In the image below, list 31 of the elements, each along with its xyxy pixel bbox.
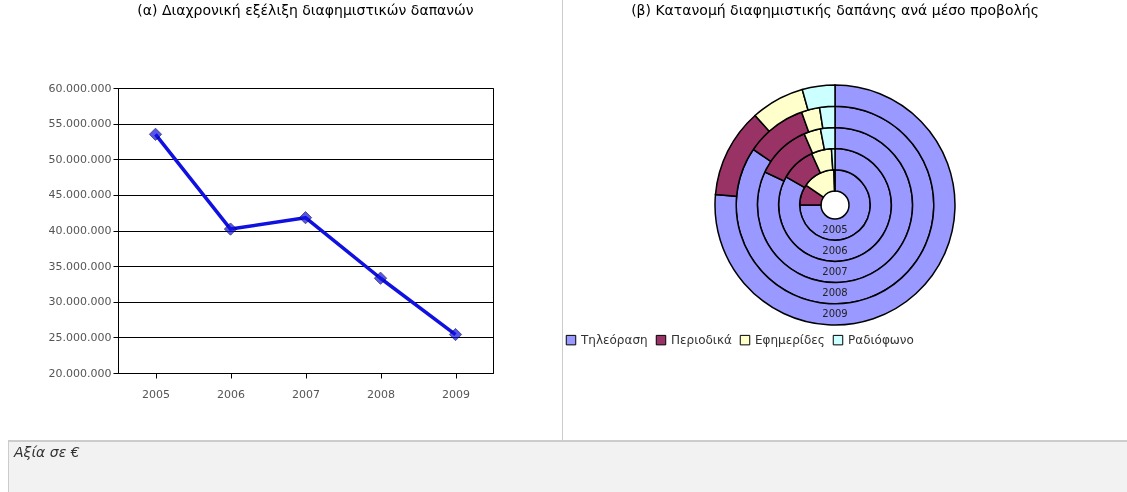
y-tick-label: 35.000.000 [48, 259, 112, 273]
slice-label: 2005 [822, 223, 848, 235]
slice-label: 2008 [822, 287, 848, 299]
y-tick-label: 55.000.000 [48, 117, 112, 131]
y-tick-label: 30.000.000 [48, 295, 112, 309]
y-tick-label: 20.000.000 [48, 366, 112, 380]
x-tick-label: 2009 [442, 387, 470, 401]
y-tick-label: 45.000.000 [48, 188, 112, 202]
y-tick-label: 25.000.000 [48, 330, 112, 344]
point [298, 211, 313, 225]
legend-label: Περιοδικά [671, 333, 732, 348]
legend-label: Τηλεόραση [580, 333, 648, 348]
text: Αξία σε € [14, 444, 80, 460]
point [448, 327, 463, 342]
x-tick-label: 2007 [292, 387, 320, 401]
point [148, 127, 163, 141]
chart-title: (α) Διαχρονική εξέλιξη διαφημιστικών δαπανών [137, 2, 474, 18]
slice-label: 2006 [822, 244, 848, 256]
slice-label: 2007 [822, 266, 848, 277]
point [373, 271, 388, 285]
y-tick-label: 60.000.000 [48, 81, 112, 95]
y-tick-label: 50.000.000 [48, 152, 112, 166]
legend-label: Ραδιόφωνο [848, 333, 914, 348]
x-tick-label: 2006 [217, 387, 245, 401]
slice-label: 2009 [822, 308, 848, 320]
legend-label: Εφημερίδες [755, 333, 825, 348]
point [223, 222, 238, 236]
x-tick-label: 2005 [142, 387, 170, 401]
y-tick-label: 40.000.000 [48, 224, 112, 237]
x-tick-label: 2008 [367, 387, 395, 401]
chart-title: (β) Κατανομή διαφημιστικής δαπάνης ανά μέσο προβολής [631, 2, 1039, 18]
